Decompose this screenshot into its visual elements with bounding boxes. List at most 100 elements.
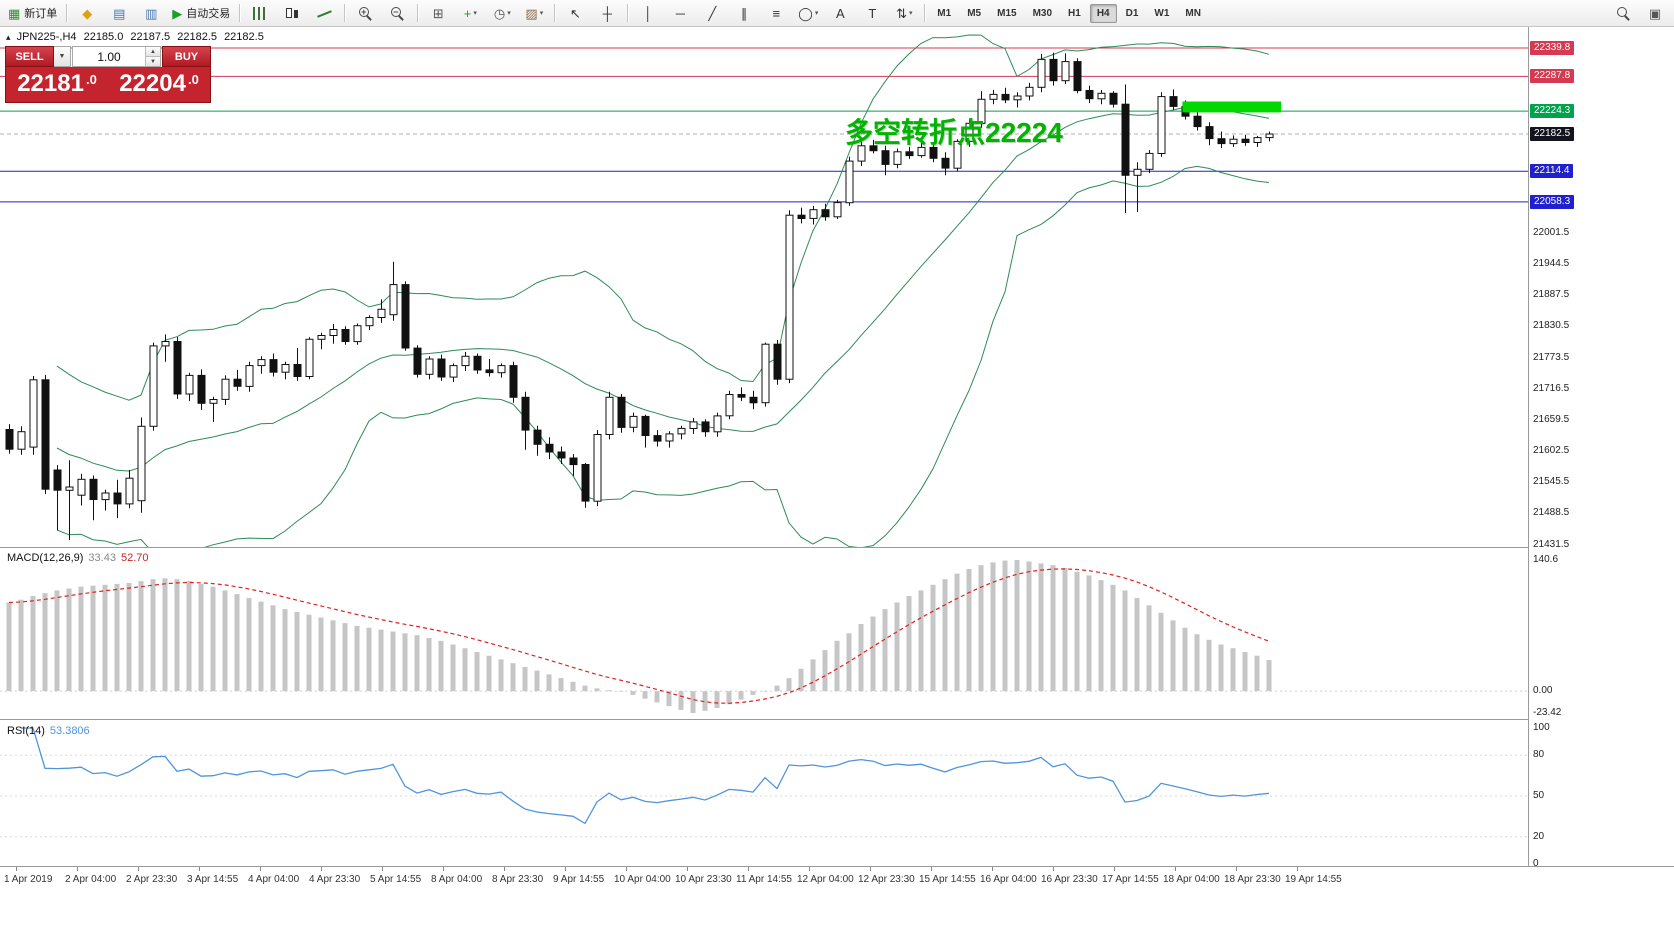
channel-button[interactable]: ∥ xyxy=(729,1,759,25)
fibonacci-icon: ≡ xyxy=(772,5,781,21)
data-window-icon: ▥ xyxy=(145,5,158,21)
date-label: 3 Apr 14:55 xyxy=(187,867,239,885)
vertical-line-button[interactable]: │ xyxy=(633,1,663,25)
quick-search-button[interactable] xyxy=(1608,1,1638,25)
date-axis[interactable]: 1 Apr 2019 2 Apr 04:00 2 Apr 23:30 3 Apr 14… xyxy=(0,866,1674,893)
date-label: 8 Apr 23:30 xyxy=(492,867,544,885)
chevron-down-icon: ▾ xyxy=(507,10,511,17)
chart-annotation-text: 多空转折点22224 xyxy=(845,117,1063,148)
indicators-button[interactable]: + ▾ xyxy=(455,1,485,25)
new-order-button-label: 新订单 xyxy=(24,8,58,20)
chart-profiles-button[interactable]: ▤ xyxy=(104,1,134,25)
line-chart-button[interactable] xyxy=(309,1,339,25)
spin-down-button[interactable]: ▼ xyxy=(146,57,160,66)
horizontal-line-button[interactable]: ─ xyxy=(665,1,695,25)
buy-button[interactable]: BUY xyxy=(162,46,211,67)
low-value: 22182.5 xyxy=(177,31,217,43)
popup-prices-button[interactable]: ▣ xyxy=(1640,1,1670,25)
price-chart[interactable] xyxy=(0,27,1528,547)
crosshair-icon: ┼ xyxy=(602,5,612,21)
tile-windows-icon: ⊞ xyxy=(432,5,444,21)
arrows-button[interactable]: ⇅ ▾ xyxy=(889,1,919,25)
text-button[interactable]: A xyxy=(825,1,855,25)
rsi-pane-divider[interactable] xyxy=(0,719,1674,720)
rsi-pane[interactable] xyxy=(0,720,1528,866)
tile-windows-button[interactable]: ⊞ xyxy=(423,1,453,25)
clock-icon: ◷ xyxy=(493,5,506,21)
date-label: 16 Apr 23:30 xyxy=(1041,867,1098,885)
timeframe-m30[interactable]: M30 xyxy=(1032,7,1053,19)
chevron-down-icon: ▾ xyxy=(908,10,913,17)
horizontal-line-icon: ─ xyxy=(675,5,685,21)
sell-price[interactable]: 22181 .0 xyxy=(6,67,108,102)
trade-panel-toggle-icon[interactable]: ▴ xyxy=(6,32,11,42)
timeframe-mn[interactable]: MN xyxy=(1185,7,1201,19)
date-label: 4 Apr 04:00 xyxy=(248,867,300,885)
trendline-icon: ╱ xyxy=(708,5,717,21)
zoom-out-icon: − xyxy=(390,6,404,20)
zoom-out-button[interactable]: − xyxy=(382,1,412,25)
date-label: 16 Apr 04:00 xyxy=(980,867,1037,885)
label-icon: T xyxy=(868,5,877,21)
periods-button[interactable]: ◷ ▾ xyxy=(487,1,517,25)
trendline-button[interactable]: ╱ xyxy=(697,1,727,25)
data-window-button[interactable]: ▥ xyxy=(136,1,166,25)
bid-price-tag: 22182.5 xyxy=(1530,127,1575,141)
rsi-scale-label: 50 xyxy=(1533,790,1545,801)
templates-button[interactable]: ▨ ▾ xyxy=(519,1,549,25)
timeframe-d1[interactable]: D1 xyxy=(1125,7,1139,19)
timeframe-m5[interactable]: M5 xyxy=(967,7,982,19)
toolbar-separator xyxy=(627,4,629,22)
price-scale-label: 21944.5 xyxy=(1533,258,1570,270)
autotrading-button-label: 自动交易 xyxy=(186,8,231,20)
sell-price-main: 22181 xyxy=(17,70,84,97)
symbol-period-label: JPN225-,H4 xyxy=(16,31,77,43)
sell-price-decimal: .0 xyxy=(85,72,97,87)
text-label-button[interactable]: T xyxy=(857,1,887,25)
bid-ask-prices: 22181 .0 22204 .0 xyxy=(5,67,211,103)
rsi-name: RSI(14) xyxy=(7,725,45,737)
new-order-button[interactable]: ▦ 新订单 xyxy=(4,1,61,25)
shapes-button[interactable]: ◯ ▾ xyxy=(793,1,823,25)
price-axis[interactable]: 22001.5 21944.5 21887.5 21830.5 21773.5 21716… xyxy=(1528,27,1674,890)
cursor-button[interactable]: ↖ xyxy=(560,1,590,25)
timeframe-w1[interactable]: W1 xyxy=(1154,7,1170,19)
fibonacci-button[interactable]: ≡ xyxy=(761,1,791,25)
new-order-icon: ▦ xyxy=(8,5,21,21)
timeframe-h4[interactable]: H4 xyxy=(1089,3,1117,23)
zoom-in-button[interactable]: + xyxy=(350,1,380,25)
lot-dropdown-button[interactable]: ▼ xyxy=(54,46,71,67)
chevron-down-icon: ▾ xyxy=(539,10,544,17)
buy-price[interactable]: 22204 .0 xyxy=(108,67,210,102)
timeframe-m1[interactable]: M1 xyxy=(937,7,952,19)
bar-chart-button[interactable] xyxy=(245,1,275,25)
template-icon: ▨ xyxy=(525,5,538,21)
price-level-tag: 22058.3 xyxy=(1530,194,1575,209)
date-label: 9 Apr 14:55 xyxy=(553,867,605,885)
sell-button[interactable]: SELL xyxy=(5,46,54,67)
chevron-down-icon: ▾ xyxy=(814,10,819,17)
timeframe-h1[interactable]: H1 xyxy=(1068,7,1081,19)
crosshair-button[interactable]: ┼ xyxy=(592,1,622,25)
price-scale-label: 21602.5 xyxy=(1533,445,1570,457)
price-level-tag: 22287.8 xyxy=(1530,69,1575,84)
candle-chart-button[interactable] xyxy=(277,1,307,25)
timeframe-m15[interactable]: M15 xyxy=(997,7,1017,19)
lot-size-input[interactable]: 1.00 xyxy=(97,49,121,64)
new-chart-button[interactable]: ◆ xyxy=(72,1,102,25)
date-label: 10 Apr 23:30 xyxy=(675,867,732,885)
date-label: 10 Apr 04:00 xyxy=(614,867,671,885)
toolbar-separator xyxy=(344,4,346,22)
price-scale-label: 22001.5 xyxy=(1533,226,1570,238)
bar-chart-icon xyxy=(252,6,268,20)
date-label: 1 Apr 2019 xyxy=(4,867,53,885)
autotrading-button[interactable]: ▶ 自动交易 xyxy=(168,1,234,25)
macd-pane-divider[interactable] xyxy=(0,547,1674,548)
one-click-trading-panel: SELL ▼ 1.00 ▲ ▼ BUY 22181 .0 22204 .0 xyxy=(5,46,211,103)
high-value: 22187.5 xyxy=(130,31,171,43)
buy-price-decimal: .0 xyxy=(187,72,199,87)
macd-pane[interactable] xyxy=(0,548,1528,719)
spin-up-button[interactable]: ▲ xyxy=(146,47,160,57)
indicator-add-icon: + xyxy=(463,5,472,21)
price-scale-label: 21545.5 xyxy=(1533,476,1570,488)
